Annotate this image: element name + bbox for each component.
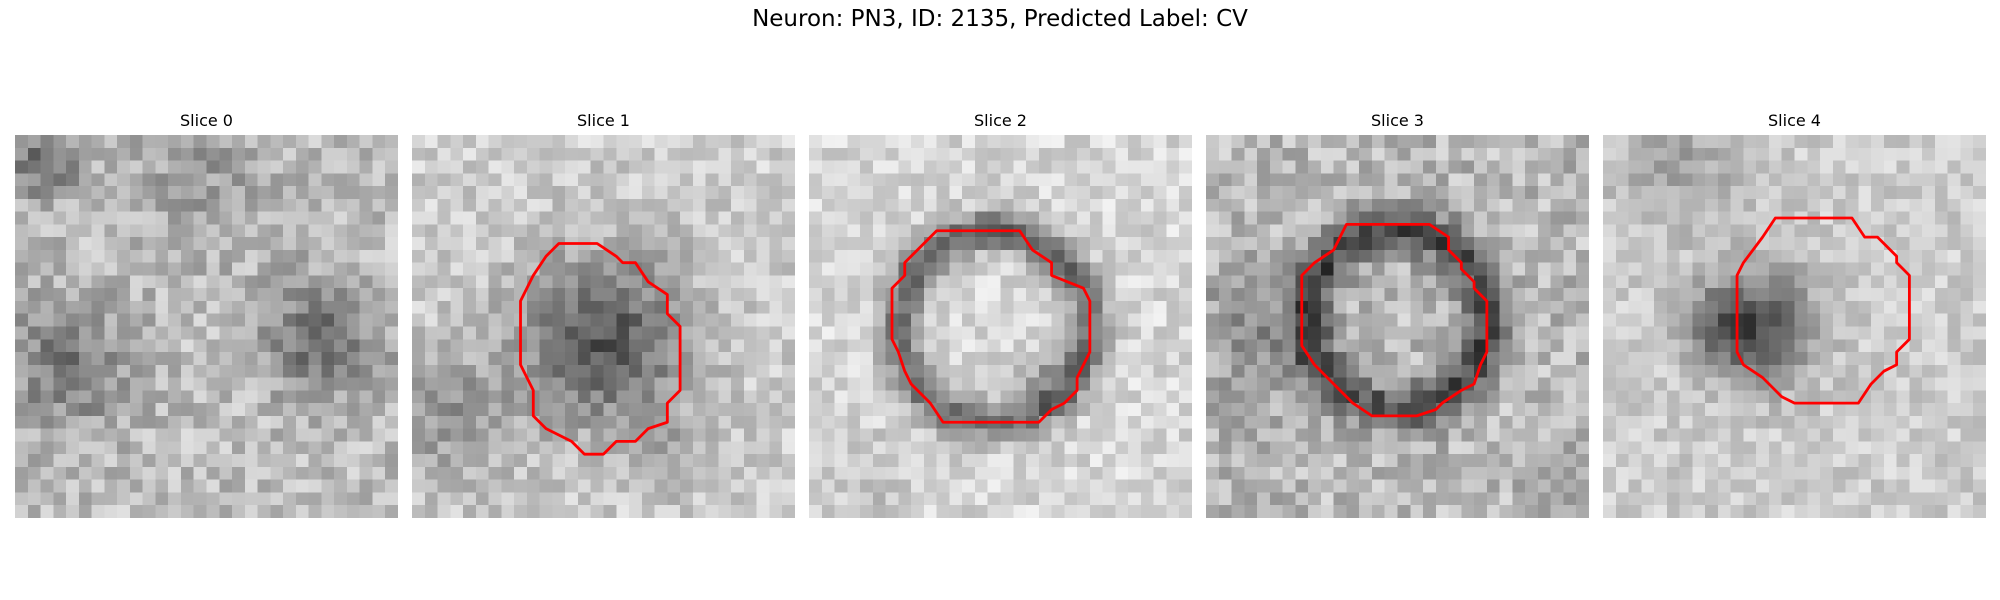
slice-title-1: Slice 1 bbox=[577, 111, 630, 130]
vesicle-contour-2 bbox=[890, 229, 1092, 424]
vesicle-contour-3 bbox=[1300, 222, 1489, 418]
figure-title: Neuron: PN3, ID: 2135, Predicted Label: … bbox=[752, 6, 1248, 32]
contour-overlay-2 bbox=[890, 229, 1092, 424]
slice-image-4 bbox=[1603, 135, 1986, 518]
slice-title-2: Slice 2 bbox=[974, 111, 1027, 130]
slice-title-3: Slice 3 bbox=[1371, 111, 1424, 130]
vesicle-contour-4 bbox=[1735, 216, 1911, 405]
slice-image-3 bbox=[1206, 135, 1589, 518]
slice-title-4: Slice 4 bbox=[1768, 111, 1821, 130]
slice-panel-2: Slice 2 bbox=[809, 107, 1192, 518]
slice-image-0 bbox=[15, 135, 398, 518]
contour-overlay-1 bbox=[519, 242, 682, 456]
contour-overlay-4 bbox=[1735, 216, 1911, 405]
slice-title-0: Slice 0 bbox=[180, 111, 233, 130]
contour-overlay-3 bbox=[1300, 222, 1489, 418]
slice-panel-3: Slice 3 bbox=[1206, 107, 1589, 518]
slice-panel-0: Slice 0 bbox=[15, 107, 398, 518]
slice-panel-4: Slice 4 bbox=[1603, 107, 1986, 518]
slice-panel-1: Slice 1 bbox=[412, 107, 795, 518]
vesicle-contour-1 bbox=[519, 242, 682, 456]
slice-image-2 bbox=[809, 135, 1192, 518]
